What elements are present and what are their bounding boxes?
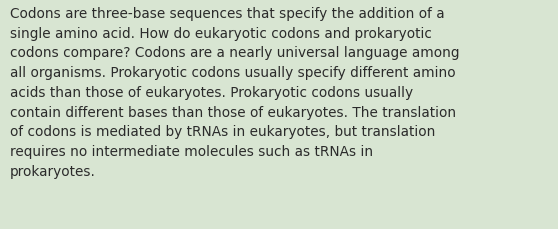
Text: Codons are three-base sequences that specify the addition of a
single amino acid: Codons are three-base sequences that spe…: [10, 7, 460, 178]
